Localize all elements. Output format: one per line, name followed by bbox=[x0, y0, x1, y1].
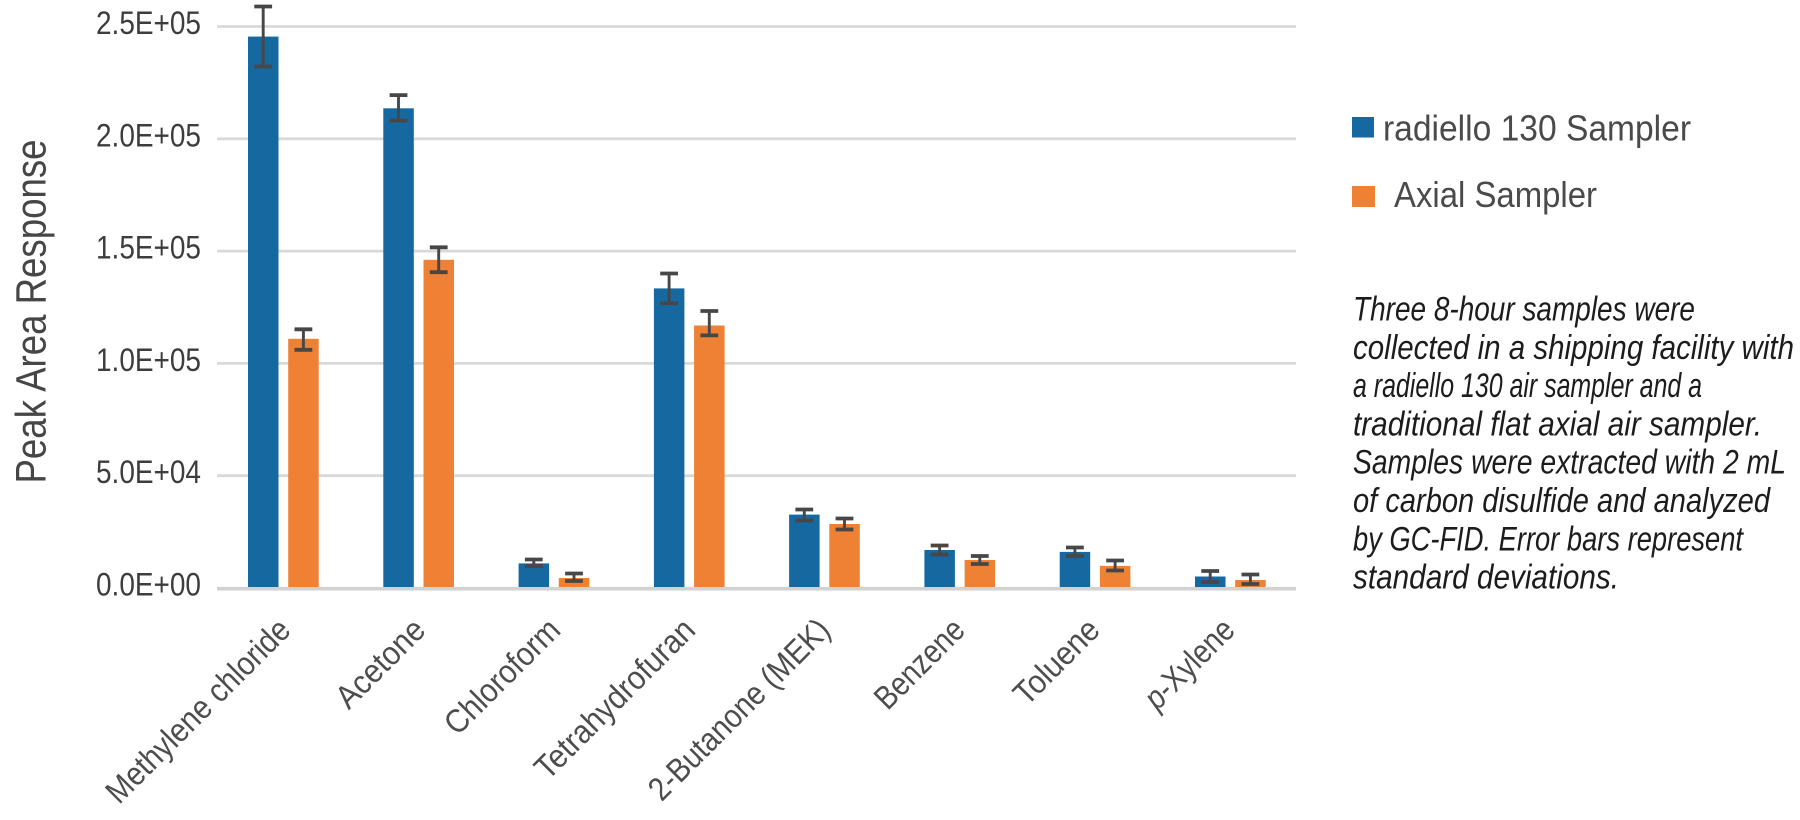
svg-text:Axial Sampler: Axial Sampler bbox=[1394, 174, 1597, 215]
svg-text:radiello 130 Sampler: radiello 130 Sampler bbox=[1383, 107, 1691, 148]
svg-text:1.0E+05: 1.0E+05 bbox=[96, 342, 201, 378]
svg-text:2.0E+05: 2.0E+05 bbox=[96, 117, 201, 153]
svg-text:by GC-FID. Error bars represen: by GC-FID. Error bars represent bbox=[1353, 520, 1744, 558]
svg-text:collected in a shipping facili: collected in a shipping facility with bbox=[1353, 329, 1794, 367]
svg-text:5.0E+04: 5.0E+04 bbox=[96, 454, 201, 490]
svg-text:of carbon disulfide and analyz: of carbon disulfide and analyzed bbox=[1353, 482, 1771, 520]
svg-text:2.5E+05: 2.5E+05 bbox=[96, 5, 201, 41]
svg-text:standard deviations.: standard deviations. bbox=[1353, 559, 1619, 597]
svg-text:a radiello 130 air sampler and: a radiello 130 air sampler and a bbox=[1353, 367, 1702, 405]
svg-text:traditional flat axial air sam: traditional flat axial air sampler. bbox=[1353, 405, 1762, 443]
svg-text:Three 8-hour samples were: Three 8-hour samples were bbox=[1353, 291, 1695, 329]
svg-text:Samples were extracted with 2: Samples were extracted with 2 mL bbox=[1353, 444, 1786, 482]
svg-text:1.5E+05: 1.5E+05 bbox=[96, 230, 201, 266]
svg-text:Peak Area Response: Peak Area Response bbox=[7, 140, 55, 484]
svg-text:0.0E+00: 0.0E+00 bbox=[96, 567, 201, 603]
